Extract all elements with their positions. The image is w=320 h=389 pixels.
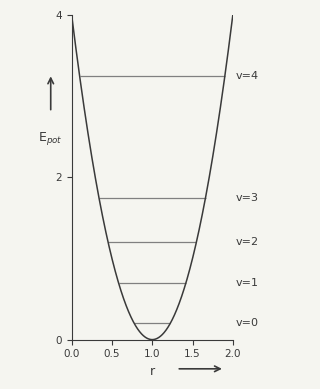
Text: v=3: v=3 bbox=[236, 193, 259, 203]
Text: E$_{pot}$: E$_{pot}$ bbox=[38, 130, 63, 147]
Text: v=0: v=0 bbox=[236, 318, 259, 328]
Text: v=4: v=4 bbox=[236, 71, 259, 81]
Text: v=1: v=1 bbox=[236, 278, 259, 288]
X-axis label: r: r bbox=[150, 365, 155, 378]
Text: v=2: v=2 bbox=[236, 237, 259, 247]
